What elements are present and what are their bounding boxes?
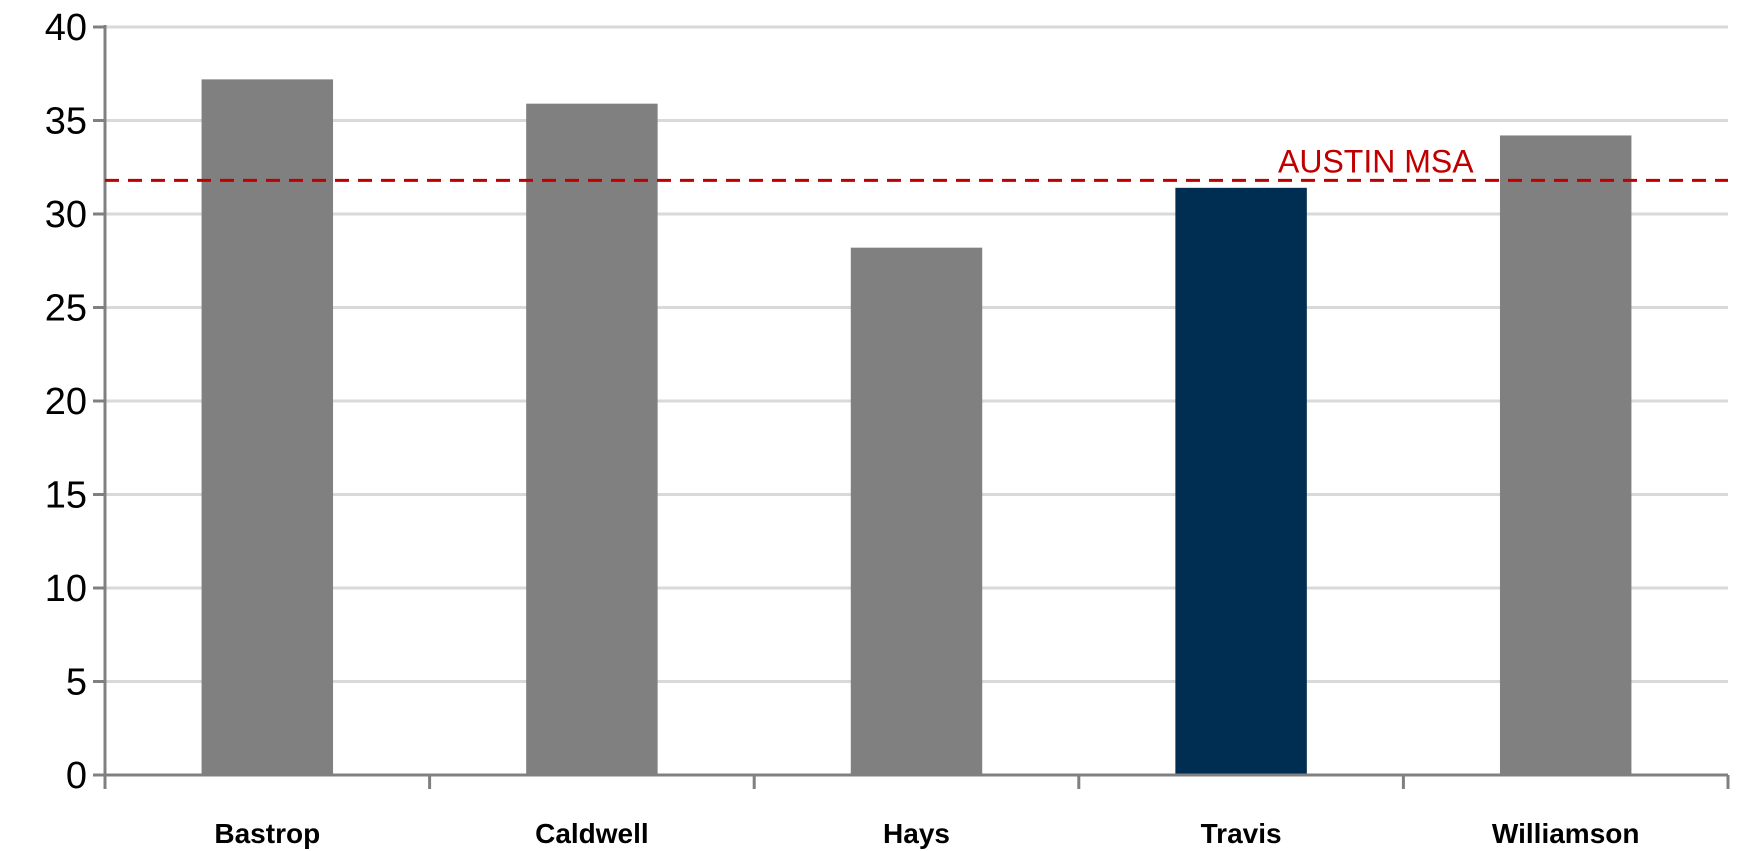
reference-line-label: AUSTIN MSA [1278, 143, 1474, 179]
y-tick-label: 20 [45, 381, 87, 423]
y-tick-label: 0 [66, 755, 87, 797]
y-tick-label: 15 [45, 475, 87, 517]
x-tick-label: Hays [883, 818, 950, 849]
y-tick-label: 30 [45, 194, 87, 236]
bar-caldwell [526, 103, 658, 776]
bar-hays [850, 247, 983, 775]
x-tick-label: Williamson [1492, 818, 1640, 849]
x-tick-label: Travis [1201, 818, 1282, 849]
y-tick-label: 5 [66, 662, 87, 704]
bar-bastrop [201, 79, 334, 776]
y-tick-label: 35 [45, 101, 87, 143]
bar-williamson [1499, 135, 1632, 775]
y-tick-label: 40 [45, 7, 87, 49]
x-tick-label: Caldwell [535, 818, 649, 849]
y-tick-label: 10 [45, 568, 87, 610]
bar-travis [1175, 187, 1307, 775]
x-tick-label: Bastrop [214, 818, 320, 849]
y-tick-label: 25 [45, 288, 87, 330]
